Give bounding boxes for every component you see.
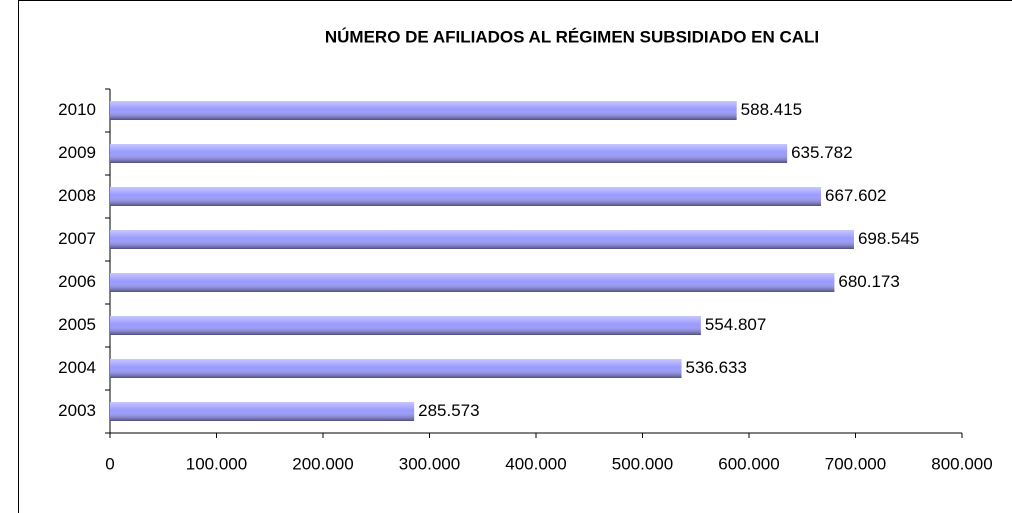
x-tick-label: 300.000 bbox=[399, 454, 460, 473]
chart-title: NÚMERO DE AFILIADOS AL RÉGIMEN SUBSIDIAD… bbox=[325, 27, 819, 46]
x-tick-label: 800.000 bbox=[931, 454, 992, 473]
value-label: 698.545 bbox=[858, 229, 919, 248]
bar-shading bbox=[110, 230, 854, 249]
value-label: 588.415 bbox=[741, 100, 802, 119]
bar-shading bbox=[110, 359, 682, 378]
bar-shading bbox=[110, 316, 701, 335]
x-tick-label: 0 bbox=[105, 454, 114, 473]
x-tick-label: 500.000 bbox=[612, 454, 673, 473]
y-tick-label: 2009 bbox=[58, 143, 96, 162]
bar-shading bbox=[110, 402, 415, 421]
y-tick-label: 2005 bbox=[58, 315, 96, 334]
y-tick-label: 2008 bbox=[58, 186, 96, 205]
value-label: 667.602 bbox=[825, 186, 886, 205]
x-tick-label: 200.000 bbox=[292, 454, 353, 473]
y-tick-label: 2006 bbox=[58, 272, 96, 291]
value-label: 635.782 bbox=[791, 143, 852, 162]
bar-shading bbox=[110, 273, 835, 292]
chart-frame bbox=[18, 0, 1012, 513]
x-tick-label: 100.000 bbox=[186, 454, 247, 473]
y-tick-label: 2010 bbox=[58, 100, 96, 119]
bar-shading bbox=[110, 144, 788, 163]
bar-shading bbox=[110, 187, 821, 206]
y-tick-label: 2003 bbox=[58, 401, 96, 420]
x-tick-label: 600.000 bbox=[718, 454, 779, 473]
x-tick-label: 700.000 bbox=[825, 454, 886, 473]
bar-shading bbox=[110, 101, 737, 120]
value-label: 554.807 bbox=[705, 315, 766, 334]
value-label: 536.633 bbox=[686, 358, 747, 377]
y-tick-label: 2007 bbox=[58, 229, 96, 248]
value-label: 680.173 bbox=[838, 272, 899, 291]
x-tick-label: 400.000 bbox=[505, 454, 566, 473]
y-tick-label: 2004 bbox=[58, 358, 96, 377]
value-label: 285.573 bbox=[418, 401, 479, 420]
